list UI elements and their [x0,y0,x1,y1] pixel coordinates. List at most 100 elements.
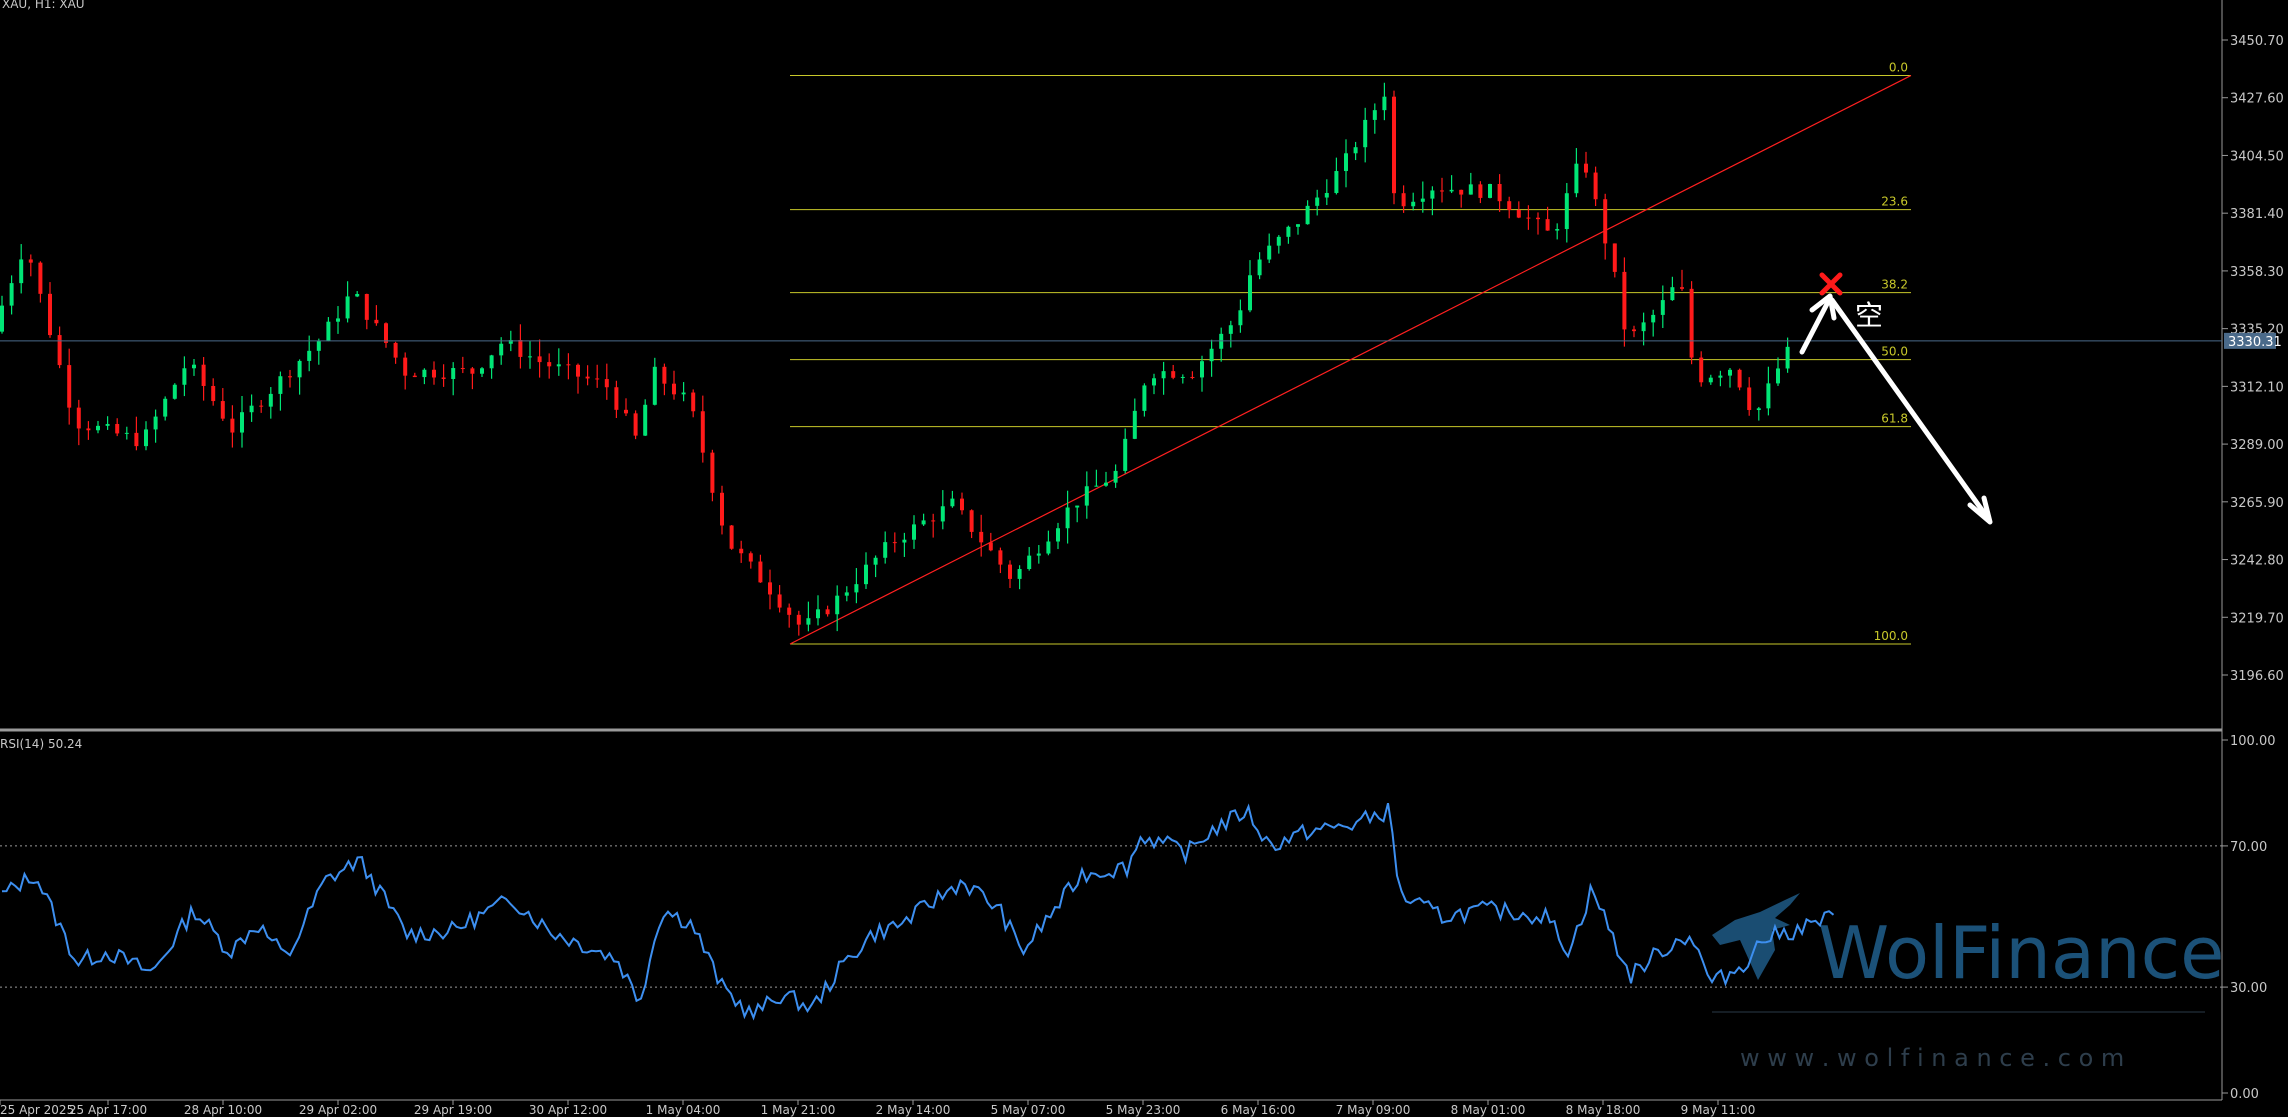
candle-body [1152,378,1156,386]
candle-body [672,383,676,395]
candle-body [1180,376,1185,378]
candle-body [614,387,619,410]
candle-body [854,584,859,593]
candle-body [518,340,523,357]
candle-body [1161,371,1166,379]
fib-level-label: 50.0 [1881,345,1908,359]
candle-body [768,582,772,595]
candle-body [1776,368,1780,384]
candle-body [1689,288,1694,358]
candle-body [1113,470,1118,483]
candle-body [1075,505,1080,508]
candle-body [1065,507,1070,529]
candle-body [748,553,753,562]
candle-body [1612,243,1617,272]
time-tick-label: 9 May 11:00 [1681,1103,1756,1117]
candle-body [758,561,763,583]
candle-body [595,378,600,380]
candle-body [1459,189,1464,195]
candle-body [345,296,350,319]
cross-mark-icon [1819,272,1843,296]
candle-body [1641,322,1646,332]
wolf-logo-icon [1712,893,1800,980]
candle-body [1209,348,1214,362]
price-tick-label: 3289.00 [2230,438,2284,453]
candle-body [115,424,120,434]
candle-body [1632,329,1636,332]
short-mark: 空 [1855,299,1883,332]
fib-level-label: 100.0 [1874,629,1908,643]
candle-body [1564,193,1569,230]
candle-body [172,384,177,399]
rsi-indicator: 100.00 70.00 30.00 0.00 [0,734,2276,1102]
candle-body [297,360,302,378]
candle-body [528,356,532,358]
candle-body [76,407,81,429]
candle-body [1756,408,1761,411]
fib-level-label: 23.6 [1881,195,1908,209]
rsi-label: RSI(14) 50.24 [0,737,82,751]
time-tick-label: 25 Apr 17:00 [69,1103,147,1117]
candle-body [931,520,936,522]
current-price-label: 3330.31 [2228,335,2282,350]
candle-body [1382,96,1387,111]
candle-body [1017,569,1022,579]
fib-level-label: 38.2 [1881,278,1908,292]
candle-body [624,409,628,414]
candle-body [1526,217,1531,219]
candle-body [460,368,465,370]
candle-body [1545,219,1550,231]
candle-body [163,398,168,417]
time-tick-label: 5 May 23:00 [1106,1103,1181,1117]
candle-body [700,411,705,453]
candle-body [844,592,849,596]
candle-body [1267,245,1272,260]
candle-body [796,614,801,625]
candle-body [1420,198,1425,202]
candle-body [1276,236,1281,246]
current-price-badge [2224,332,2276,349]
time-tick-label: 1 May 04:00 [646,1103,721,1117]
candle-body [259,405,264,407]
candle-body [547,362,552,367]
candle-body [412,375,417,378]
candle-body [364,294,369,320]
candle-body [1574,163,1579,194]
candle-body [643,404,648,436]
time-tick-label: 25 Apr 2025 [0,1103,74,1117]
down-arrow-icon [1829,297,1990,520]
trend-line-layer [789,74,1912,645]
candle-body [489,355,494,369]
candle-body [988,542,993,551]
rsi-line [1,802,1835,1021]
rsi-tick-label: 70.00 [2230,840,2267,855]
candle-body [480,368,484,374]
candle-body [86,428,91,431]
candle-body [1699,357,1704,383]
candle-body [441,377,446,379]
candle-body [326,321,331,341]
price-tick-label: 3219.70 [2230,611,2284,626]
candle-body [633,413,638,436]
time-tick-label: 6 May 16:00 [1221,1103,1296,1117]
candle-body [124,432,129,434]
time-tick-label: 29 Apr 02:00 [299,1103,377,1117]
candle-body [1305,205,1310,225]
candle-body [355,294,360,297]
candle-body [278,376,283,394]
candle-body [576,364,580,377]
candle-body [144,429,148,447]
current-price-marker: 3330.31 [0,332,2282,350]
candle-body [604,379,609,388]
fib-level-label: 0.0 [1889,60,1908,74]
candle-body [134,432,139,447]
candle-body [1372,110,1377,120]
candle-body [0,305,4,332]
candle-body [806,618,811,625]
candle-body [1104,482,1108,486]
candle-body [921,520,926,525]
forecast-drawing[interactable]: 空 [1799,272,1993,525]
candle-body [1046,541,1051,554]
candle-body [969,510,974,532]
